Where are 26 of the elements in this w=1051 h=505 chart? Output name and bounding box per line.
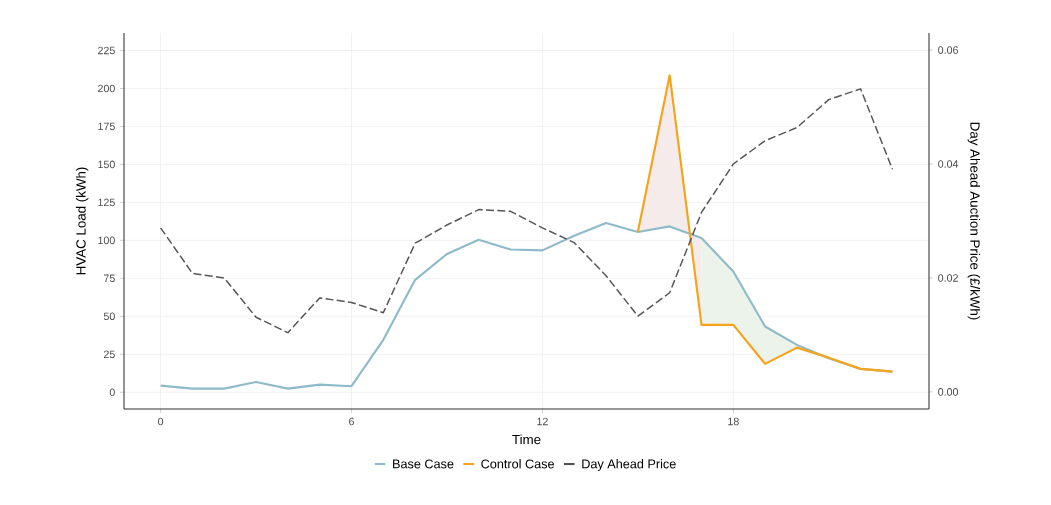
y-tick-label: 200: [98, 84, 115, 93]
legend-label: Base Case: [393, 459, 454, 469]
line-series: [159, 88, 894, 334]
y-tick-label: 225: [98, 46, 115, 55]
x-tick-label: 6: [349, 417, 354, 426]
y2-tick-label: 0.02: [938, 274, 958, 282]
x-tick-label: 0: [158, 417, 164, 426]
y2-tick-label: 0.06: [938, 46, 958, 54]
legend-label: Day Ahead Price: [582, 459, 676, 471]
x-tick-label: 18: [728, 417, 739, 426]
y2-tick-label: 0.04: [938, 160, 959, 168]
y-tick-label: 175: [98, 122, 115, 131]
legend-label: Control Case: [481, 459, 554, 469]
y-tick-label: 50: [103, 312, 115, 321]
y2-axis-title: Day Ahead Auction Price (£/kWh): [967, 122, 981, 320]
y-tick-label: 150: [98, 160, 115, 169]
y-tick-label: 125: [98, 198, 115, 207]
y2-tick-label: 0.00: [938, 388, 959, 396]
y-tick-label: 100: [98, 236, 115, 245]
y-tick-label: 0: [109, 388, 115, 397]
x-axis-title: Time: [512, 434, 541, 445]
y-tick-label: 25: [103, 350, 115, 359]
x-tick-label: 12: [537, 417, 548, 426]
line-series: [636, 74, 894, 373]
y-axis-title: HVAC Load (kWh): [75, 167, 89, 275]
y-tick-label: 75: [103, 274, 115, 283]
